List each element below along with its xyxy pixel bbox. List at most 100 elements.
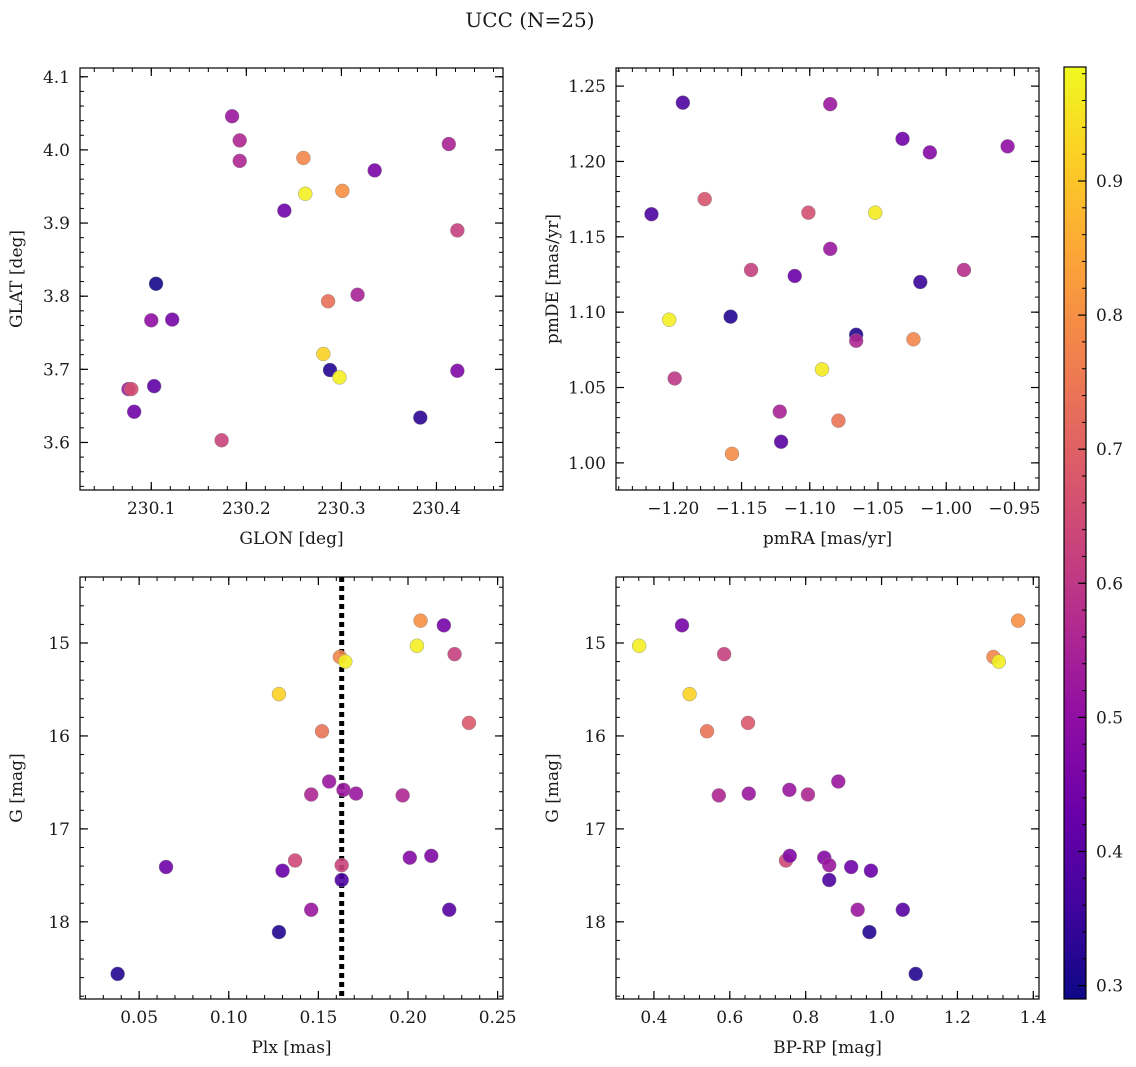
scatter-point [675, 95, 691, 110]
panel-plx-g: 0.05 0.10 0.15 0.20 0.25 15 16 17 18 Plx [mas] G [… [7, 576, 517, 1058]
scatter-point [908, 966, 923, 982]
scatter-point [844, 859, 859, 875]
y-tick-label: 18 [584, 913, 606, 933]
x-tick-label: −1.00 [920, 499, 972, 519]
scatter-point [334, 857, 349, 873]
scatter-point [667, 371, 682, 386]
scatter-point [631, 638, 647, 653]
scatter-point [447, 646, 462, 662]
scatter-point [991, 654, 1006, 669]
x-axis-label: Plx [mas] [251, 1038, 331, 1058]
scatter-point [850, 902, 865, 917]
colorbar-tick-label: 0.6 [1096, 574, 1123, 594]
y-tick-label: 4.0 [43, 141, 70, 161]
panels: 230.1 230.2 230.3 230.4 3.6 3.7 3.8 3.9 4.0 4.1 GL… [7, 67, 1047, 1058]
scatter-point [395, 788, 410, 803]
plot-frame [615, 67, 1040, 491]
scatter-point [332, 370, 347, 385]
colorbar: 0.3 0.4 0.5 0.6 0.7 0.8 0.9 [1063, 66, 1123, 1000]
scatter-point [232, 153, 247, 169]
scatter-point [367, 163, 382, 178]
y-tick-label: 15 [48, 634, 70, 654]
x-tick-label: 0.25 [479, 1008, 517, 1028]
scatter-point [848, 333, 864, 348]
y-tick-label: 3.9 [43, 214, 70, 234]
y-tick-label: 17 [48, 820, 70, 840]
scatter-point [334, 872, 349, 888]
scatter-point [697, 191, 712, 207]
scatter-point [716, 646, 732, 662]
scatter-point [740, 715, 756, 731]
scatter-point [336, 782, 351, 798]
plot-frame [615, 576, 1040, 1000]
colorbar-tick-label: 0.7 [1096, 440, 1123, 460]
scatter-point [906, 332, 921, 347]
scatter-point [956, 262, 972, 278]
scatter-point [335, 183, 350, 199]
scatter-point [271, 924, 287, 940]
scatter-point [271, 686, 287, 702]
scatter-point [724, 446, 740, 462]
figure-title: UCC (N=25) [465, 8, 594, 32]
scatter-point [800, 787, 816, 802]
scatter-point [442, 902, 457, 917]
scatter-point [413, 410, 428, 425]
scatter-point [277, 203, 292, 218]
scatter-point [304, 787, 319, 802]
scatter-point [1010, 613, 1026, 628]
scatter-point [823, 96, 838, 112]
scatter-point [287, 853, 303, 868]
x-tick-label: 1.4 [1020, 1008, 1047, 1028]
x-axis-label: GLON [deg] [239, 529, 343, 549]
panel-pmra-pmde: −1.20 −1.15 −1.10 −1.05 −1.00 −0.95 1.00 1.05 1.… [543, 67, 1040, 549]
colorbar-tick-label: 0.8 [1096, 306, 1123, 326]
scatter-point [450, 363, 465, 378]
x-tick-label: 230.1 [127, 499, 176, 519]
y-tick-label: 1.25 [568, 77, 606, 97]
scatter-point [782, 782, 797, 798]
scatter-point [124, 381, 139, 397]
scatter-point [304, 902, 319, 917]
scatter-point [1000, 139, 1015, 154]
y-tick-label: 15 [584, 634, 606, 654]
x-tick-label: −1.20 [647, 499, 699, 519]
scatter-point [674, 618, 690, 633]
scatter-point [314, 724, 330, 739]
scatter-point [224, 109, 240, 124]
scatter-point [822, 872, 837, 888]
scatter-point [814, 362, 830, 377]
scatter-point [895, 131, 910, 147]
scatter-point [863, 863, 879, 878]
scatter-point [298, 186, 313, 201]
plot-frame [79, 576, 504, 1000]
panel-bprp-g: 0.4 0.6 0.8 1.0 1.2 1.4 15 16 17 18 BP-RP [mag] G [… [543, 576, 1047, 1058]
scatter-point [413, 613, 428, 628]
scatter-point [148, 276, 164, 291]
colorbar-tick-label: 0.4 [1096, 842, 1123, 862]
x-tick-label: 1.2 [944, 1008, 971, 1028]
scatter-point [158, 859, 174, 875]
colorbar-tick-label: 0.9 [1096, 172, 1123, 192]
y-tick-label: 3.7 [43, 360, 70, 380]
scatter-point [441, 136, 457, 152]
scatter-point [773, 434, 789, 449]
y-tick-label: 1.20 [568, 152, 606, 172]
x-tick-label: 1.0 [868, 1008, 895, 1028]
x-tick-label: 0.6 [716, 1008, 743, 1028]
scatter-point [868, 205, 883, 220]
y-axis-label: pmDE [mas/yr] [543, 214, 563, 344]
scatter-point [711, 788, 727, 803]
y-tick-label: 16 [48, 727, 70, 747]
x-tick-label: −1.15 [715, 499, 767, 519]
y-tick-label: 17 [584, 820, 606, 840]
scatter-point [662, 312, 677, 327]
x-tick-label: 0.10 [210, 1008, 248, 1028]
y-tick-label: 16 [584, 727, 606, 747]
plot-frame [79, 67, 504, 491]
scatter-point [699, 724, 715, 739]
scatter-point [214, 433, 229, 448]
scatter-point [801, 205, 816, 220]
scatter-point [743, 262, 759, 278]
